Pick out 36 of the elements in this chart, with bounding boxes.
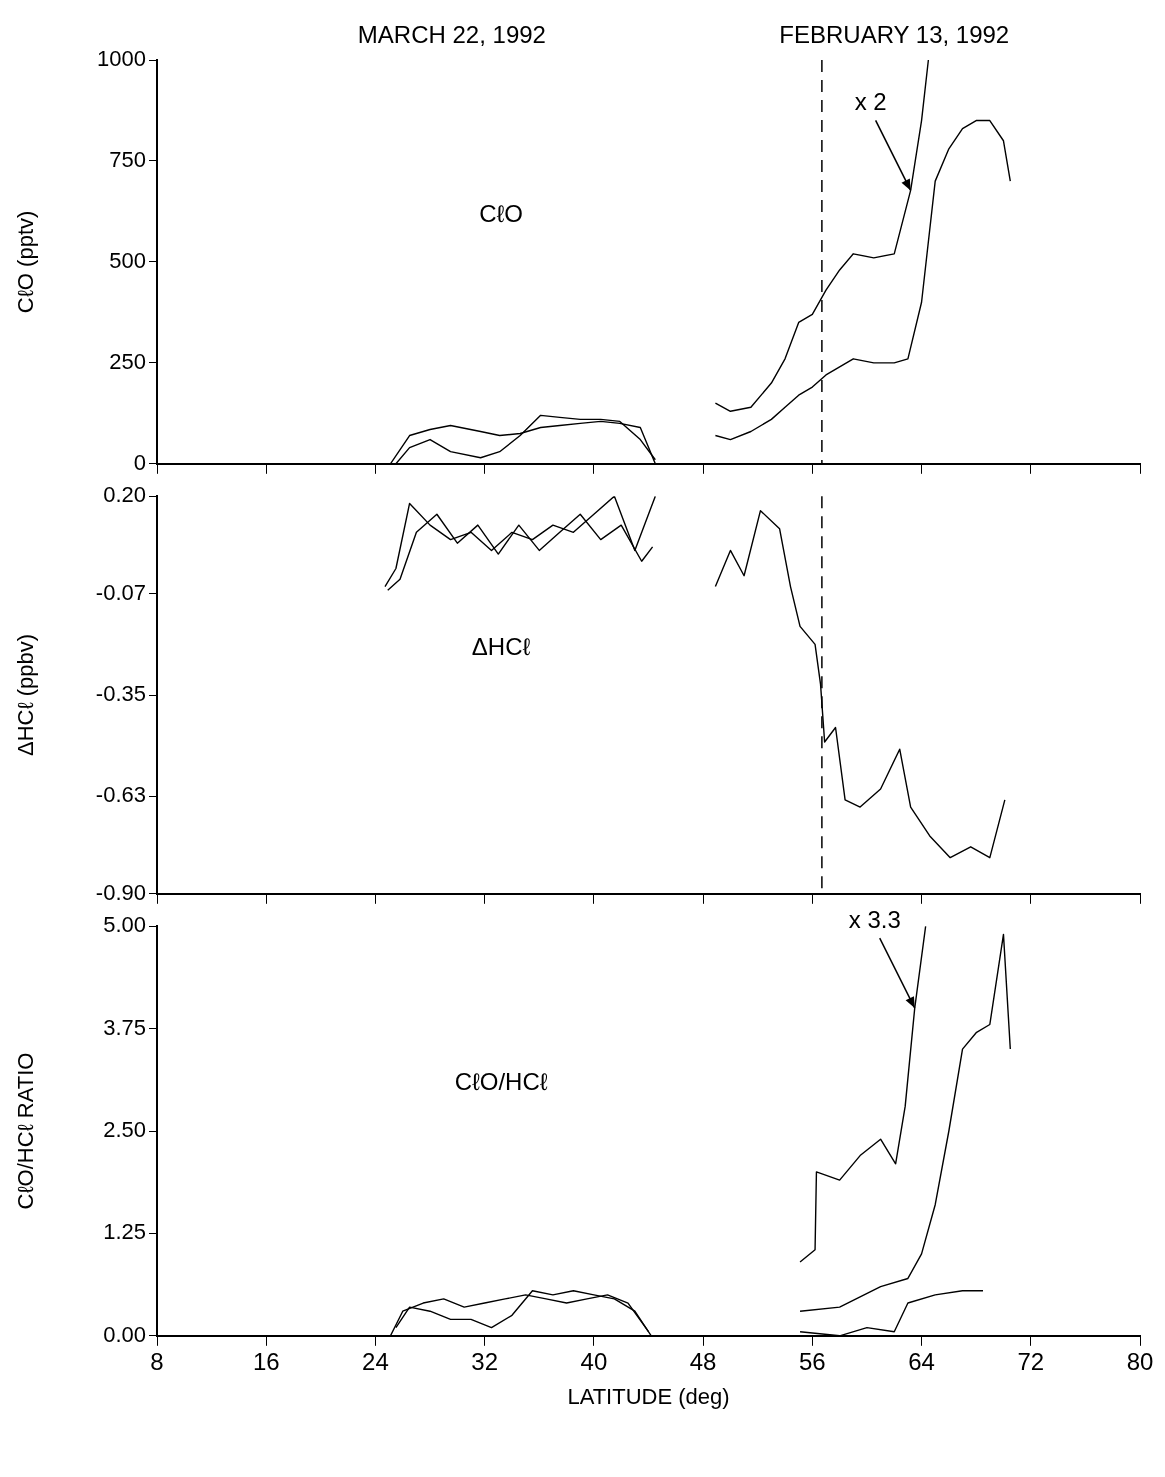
- x-tick-label: 80: [1126, 1347, 1154, 1375]
- x-tick-label: 48: [689, 1347, 717, 1375]
- x-tick-label: 16: [252, 1347, 280, 1375]
- text: ΔHCℓ: [471, 633, 531, 661]
- y-tick-label: 1000: [97, 46, 146, 72]
- y-tick-label: 2.50: [103, 1117, 146, 1143]
- x-tick-label: 56: [798, 1347, 826, 1375]
- x-axis-title: LATITUDE (deg): [567, 1383, 730, 1409]
- x-tick-label: 32: [471, 1347, 499, 1375]
- y-tick-label: 5.00: [103, 912, 146, 938]
- x-tick-label: 24: [362, 1347, 389, 1375]
- text: MARCH 22, 1992: [357, 20, 546, 48]
- y-tick-label: 750: [109, 147, 146, 173]
- y-tick-label: -0.35: [95, 681, 146, 707]
- y-tick-label: 250: [109, 348, 146, 374]
- annotation: x 3.3: [848, 906, 901, 934]
- x-tick-label: 40: [580, 1347, 608, 1375]
- y-axis-title: ΔHCℓ (ppbv): [13, 633, 39, 757]
- annotation: x 2: [854, 88, 887, 116]
- y-axis-title: CℓO/HCℓ RATIO: [13, 1052, 39, 1210]
- x-tick-label: 72: [1017, 1347, 1045, 1375]
- y-tick-label: 1.25: [103, 1219, 146, 1245]
- text: CℓO/HCℓ: [454, 1068, 548, 1096]
- y-tick-label: -0.07: [95, 579, 146, 605]
- x-tick-label: 64: [908, 1347, 935, 1375]
- y-tick-label: 0: [133, 449, 146, 475]
- y-tick-label: 500: [109, 247, 146, 273]
- text: CℓO: [479, 199, 523, 227]
- y-tick-label: -0.63: [95, 782, 146, 808]
- y-tick-label: 0.20: [103, 482, 146, 508]
- y-axis-title: CℓO (pptv): [13, 210, 39, 314]
- y-tick-label: 0.00: [103, 1321, 146, 1347]
- text: FEBRUARY 13, 1992: [779, 20, 1010, 48]
- y-tick-label: -0.90: [95, 879, 146, 905]
- y-tick-label: 3.75: [103, 1014, 146, 1040]
- x-tick-label: 8: [150, 1347, 164, 1375]
